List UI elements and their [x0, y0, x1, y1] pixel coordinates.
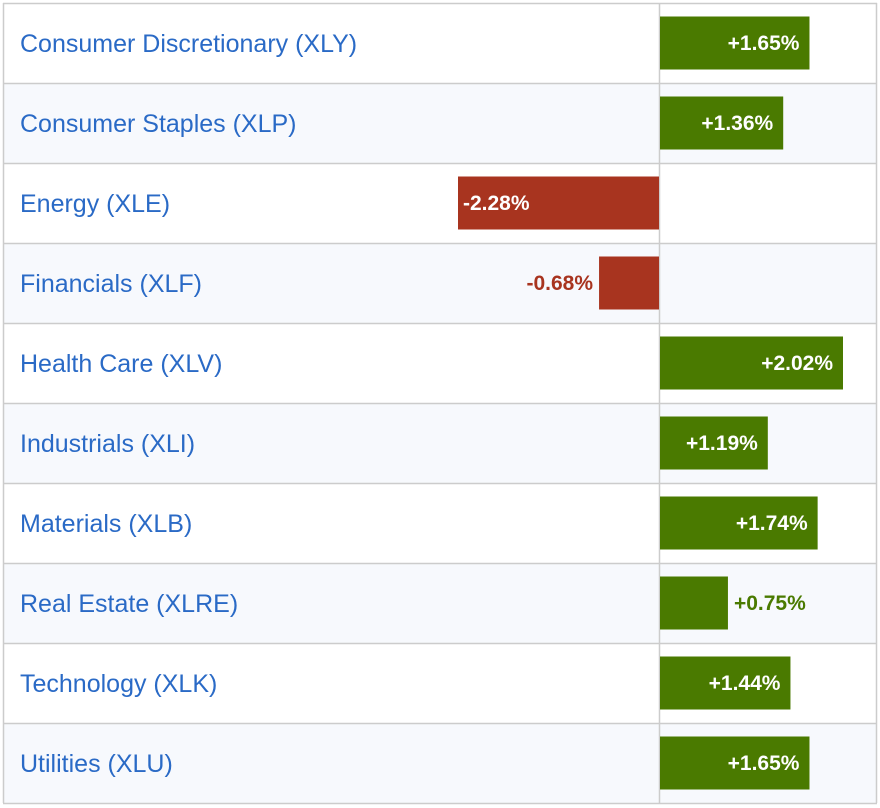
value-label: +1.65%	[728, 32, 800, 55]
sector-label[interactable]: Energy (XLE)	[20, 190, 170, 218]
value-label: +1.74%	[736, 512, 808, 535]
sector-label[interactable]: Consumer Discretionary (XLY)	[20, 30, 357, 58]
value-label: +1.44%	[709, 672, 781, 695]
bar	[458, 176, 659, 230]
value-label: +1.36%	[701, 112, 773, 135]
sector-label[interactable]: Utilities (XLU)	[20, 750, 173, 778]
value-labels: +1.65% +1.36% -2.28% -0.68% +2.02% +1.19% +1.7…	[463, 32, 833, 775]
bar	[599, 256, 659, 310]
bar	[660, 496, 818, 550]
bar	[660, 736, 810, 790]
sector-labels: Consumer Discretionary (XLY) Consumer Sta…	[20, 30, 357, 778]
row-background	[3, 163, 877, 243]
sector-label[interactable]: Industrials (XLI)	[20, 430, 195, 458]
bar	[660, 416, 768, 470]
sector-label[interactable]: Real Estate (XLRE)	[20, 590, 238, 618]
value-label: +1.65%	[728, 752, 800, 775]
sector-label[interactable]: Technology (XLK)	[20, 670, 217, 698]
value-label: +1.19%	[686, 432, 758, 455]
bar	[660, 656, 791, 710]
sector-label[interactable]: Health Care (XLV)	[20, 350, 222, 378]
sector-label[interactable]: Materials (XLB)	[20, 510, 192, 538]
bars	[458, 16, 843, 790]
row-background	[3, 243, 877, 323]
bar	[660, 16, 810, 70]
value-label: -2.28%	[463, 192, 530, 215]
value-label: +0.75%	[734, 592, 806, 615]
bar	[660, 336, 843, 390]
sector-label[interactable]: Financials (XLF)	[20, 270, 202, 298]
value-label: -0.68%	[527, 272, 594, 295]
bar	[660, 96, 784, 150]
row-background	[3, 563, 877, 643]
value-label: +2.02%	[761, 352, 833, 375]
bar	[660, 576, 728, 630]
sector-label[interactable]: Consumer Staples (XLP)	[20, 110, 297, 138]
